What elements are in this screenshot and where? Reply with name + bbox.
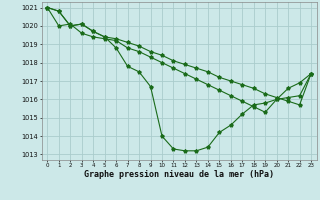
X-axis label: Graphe pression niveau de la mer (hPa): Graphe pression niveau de la mer (hPa) bbox=[84, 170, 274, 179]
